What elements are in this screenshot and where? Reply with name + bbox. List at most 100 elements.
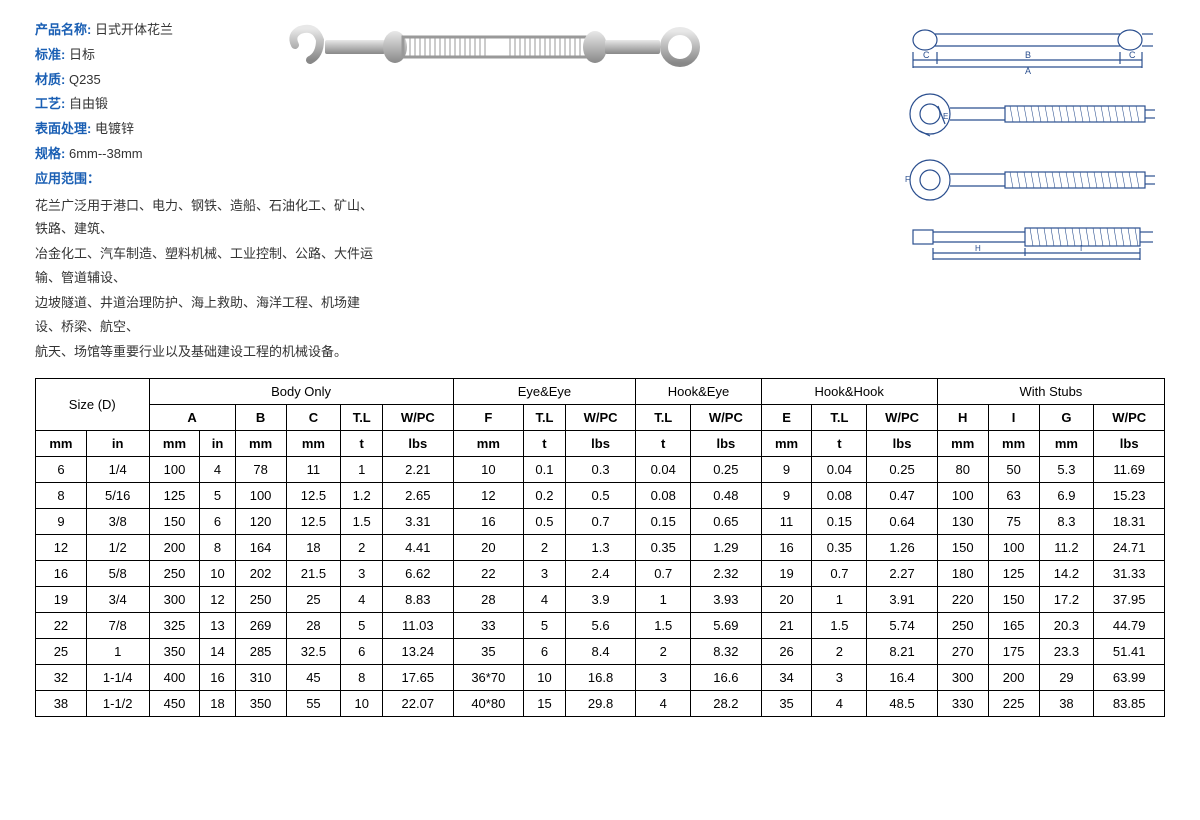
table-unit-row: mminmminmmmmtlbsmmtlbstlbsmmtlbsmmmmmmlb… xyxy=(36,431,1165,457)
unit-cell: in xyxy=(200,431,235,457)
table-cell: 6.9 xyxy=(1039,483,1094,509)
unit-cell: t xyxy=(812,431,867,457)
sub-tl1: T.L xyxy=(341,405,383,431)
table-cell: 150 xyxy=(937,535,988,561)
turnbuckle-photo xyxy=(285,20,705,75)
table-cell: 150 xyxy=(149,509,200,535)
unit-cell: mm xyxy=(761,431,812,457)
table-cell: 0.04 xyxy=(812,457,867,483)
table-cell: 2.65 xyxy=(383,483,453,509)
table-cell: 50 xyxy=(988,457,1039,483)
table-cell: 12.5 xyxy=(286,483,341,509)
table-cell: 3/4 xyxy=(86,587,149,613)
table-row: 227/83251326928511.033355.61.55.69211.55… xyxy=(36,613,1165,639)
group-stubs: With Stubs xyxy=(937,379,1164,405)
table-row: 2513501428532.5613.243568.428.322628.212… xyxy=(36,639,1165,665)
table-cell: 1 xyxy=(812,587,867,613)
table-cell: 3.31 xyxy=(383,509,453,535)
sub-tl3: T.L xyxy=(636,405,691,431)
table-cell: 180 xyxy=(937,561,988,587)
table-cell: 10 xyxy=(200,561,235,587)
table-cell: 12.5 xyxy=(286,509,341,535)
table-cell: 310 xyxy=(235,665,286,691)
table-cell: 0.15 xyxy=(812,509,867,535)
table-cell: 2 xyxy=(636,639,691,665)
table-cell: 0.35 xyxy=(636,535,691,561)
table-cell: 29.8 xyxy=(565,691,635,717)
svg-text:F: F xyxy=(905,175,910,184)
sub-e: E xyxy=(761,405,812,431)
name-label: 产品名称: xyxy=(35,22,91,37)
table-cell: 22 xyxy=(36,613,87,639)
technical-diagrams: C B C A E F xyxy=(905,20,1160,279)
table-cell: 0.3 xyxy=(565,457,635,483)
table-cell: 200 xyxy=(988,665,1039,691)
desc4: 航天、场馆等重要行业以及基础建设工程的机械设备。 xyxy=(35,340,385,363)
table-cell: 0.2 xyxy=(524,483,566,509)
svg-text:H: H xyxy=(975,244,981,253)
table-cell: 21.5 xyxy=(286,561,341,587)
table-cell: 8 xyxy=(36,483,87,509)
spec-label: 规格: xyxy=(35,146,65,161)
unit-cell: lbs xyxy=(867,431,937,457)
table-cell: 125 xyxy=(988,561,1039,587)
table-cell: 2.32 xyxy=(691,561,761,587)
table-row: 165/82501020221.536.622232.40.72.32190.7… xyxy=(36,561,1165,587)
table-cell: 16 xyxy=(761,535,812,561)
sub-wpc3: W/PC xyxy=(691,405,761,431)
table-cell: 100 xyxy=(149,457,200,483)
table-cell: 1.3 xyxy=(565,535,635,561)
sub-c: C xyxy=(286,405,341,431)
table-cell: 16.8 xyxy=(565,665,635,691)
table-cell: 21 xyxy=(761,613,812,639)
info-scope: 应用范围： xyxy=(35,169,385,190)
table-cell: 6 xyxy=(524,639,566,665)
table-cell: 3.93 xyxy=(691,587,761,613)
material-value: Q235 xyxy=(69,72,101,87)
table-cell: 18 xyxy=(200,691,235,717)
table-cell: 3.9 xyxy=(565,587,635,613)
sub-wpc4: W/PC xyxy=(867,405,937,431)
table-cell: 1 xyxy=(341,457,383,483)
table-cell: 40*80 xyxy=(453,691,524,717)
table-cell: 3/8 xyxy=(86,509,149,535)
sub-tl2: T.L xyxy=(524,405,566,431)
table-cell: 8.83 xyxy=(383,587,453,613)
table-cell: 220 xyxy=(937,587,988,613)
table-cell: 100 xyxy=(235,483,286,509)
table-cell: 5/16 xyxy=(86,483,149,509)
table-cell: 22.07 xyxy=(383,691,453,717)
table-cell: 125 xyxy=(149,483,200,509)
surface-label: 表面处理: xyxy=(35,121,91,136)
table-cell: 35 xyxy=(453,639,524,665)
table-row: 121/220081641824.412021.30.351.29160.351… xyxy=(36,535,1165,561)
spec-table: Size (D) Body Only Eye&Eye Hook&Eye Hook… xyxy=(35,378,1165,717)
svg-text:I: I xyxy=(1080,244,1082,253)
table-cell: 2.27 xyxy=(867,561,937,587)
table-cell: 44.79 xyxy=(1094,613,1165,639)
table-cell: 33 xyxy=(453,613,524,639)
table-cell: 48.5 xyxy=(867,691,937,717)
table-cell: 130 xyxy=(937,509,988,535)
table-cell: 4.41 xyxy=(383,535,453,561)
table-cell: 2.21 xyxy=(383,457,453,483)
table-cell: 10 xyxy=(341,691,383,717)
table-cell: 25 xyxy=(36,639,87,665)
table-cell: 9 xyxy=(761,483,812,509)
table-cell: 0.65 xyxy=(691,509,761,535)
table-cell: 1-1/2 xyxy=(86,691,149,717)
table-cell: 3 xyxy=(524,561,566,587)
info-spec: 规格: 6mm--38mm xyxy=(35,144,385,165)
table-cell: 1.5 xyxy=(812,613,867,639)
table-cell: 2 xyxy=(812,639,867,665)
table-cell: 2 xyxy=(341,535,383,561)
table-cell: 17.2 xyxy=(1039,587,1094,613)
table-cell: 0.5 xyxy=(565,483,635,509)
table-cell: 78 xyxy=(235,457,286,483)
table-cell: 0.64 xyxy=(867,509,937,535)
table-cell: 285 xyxy=(235,639,286,665)
table-cell: 25 xyxy=(286,587,341,613)
table-cell: 3.91 xyxy=(867,587,937,613)
table-cell: 325 xyxy=(149,613,200,639)
table-cell: 250 xyxy=(149,561,200,587)
